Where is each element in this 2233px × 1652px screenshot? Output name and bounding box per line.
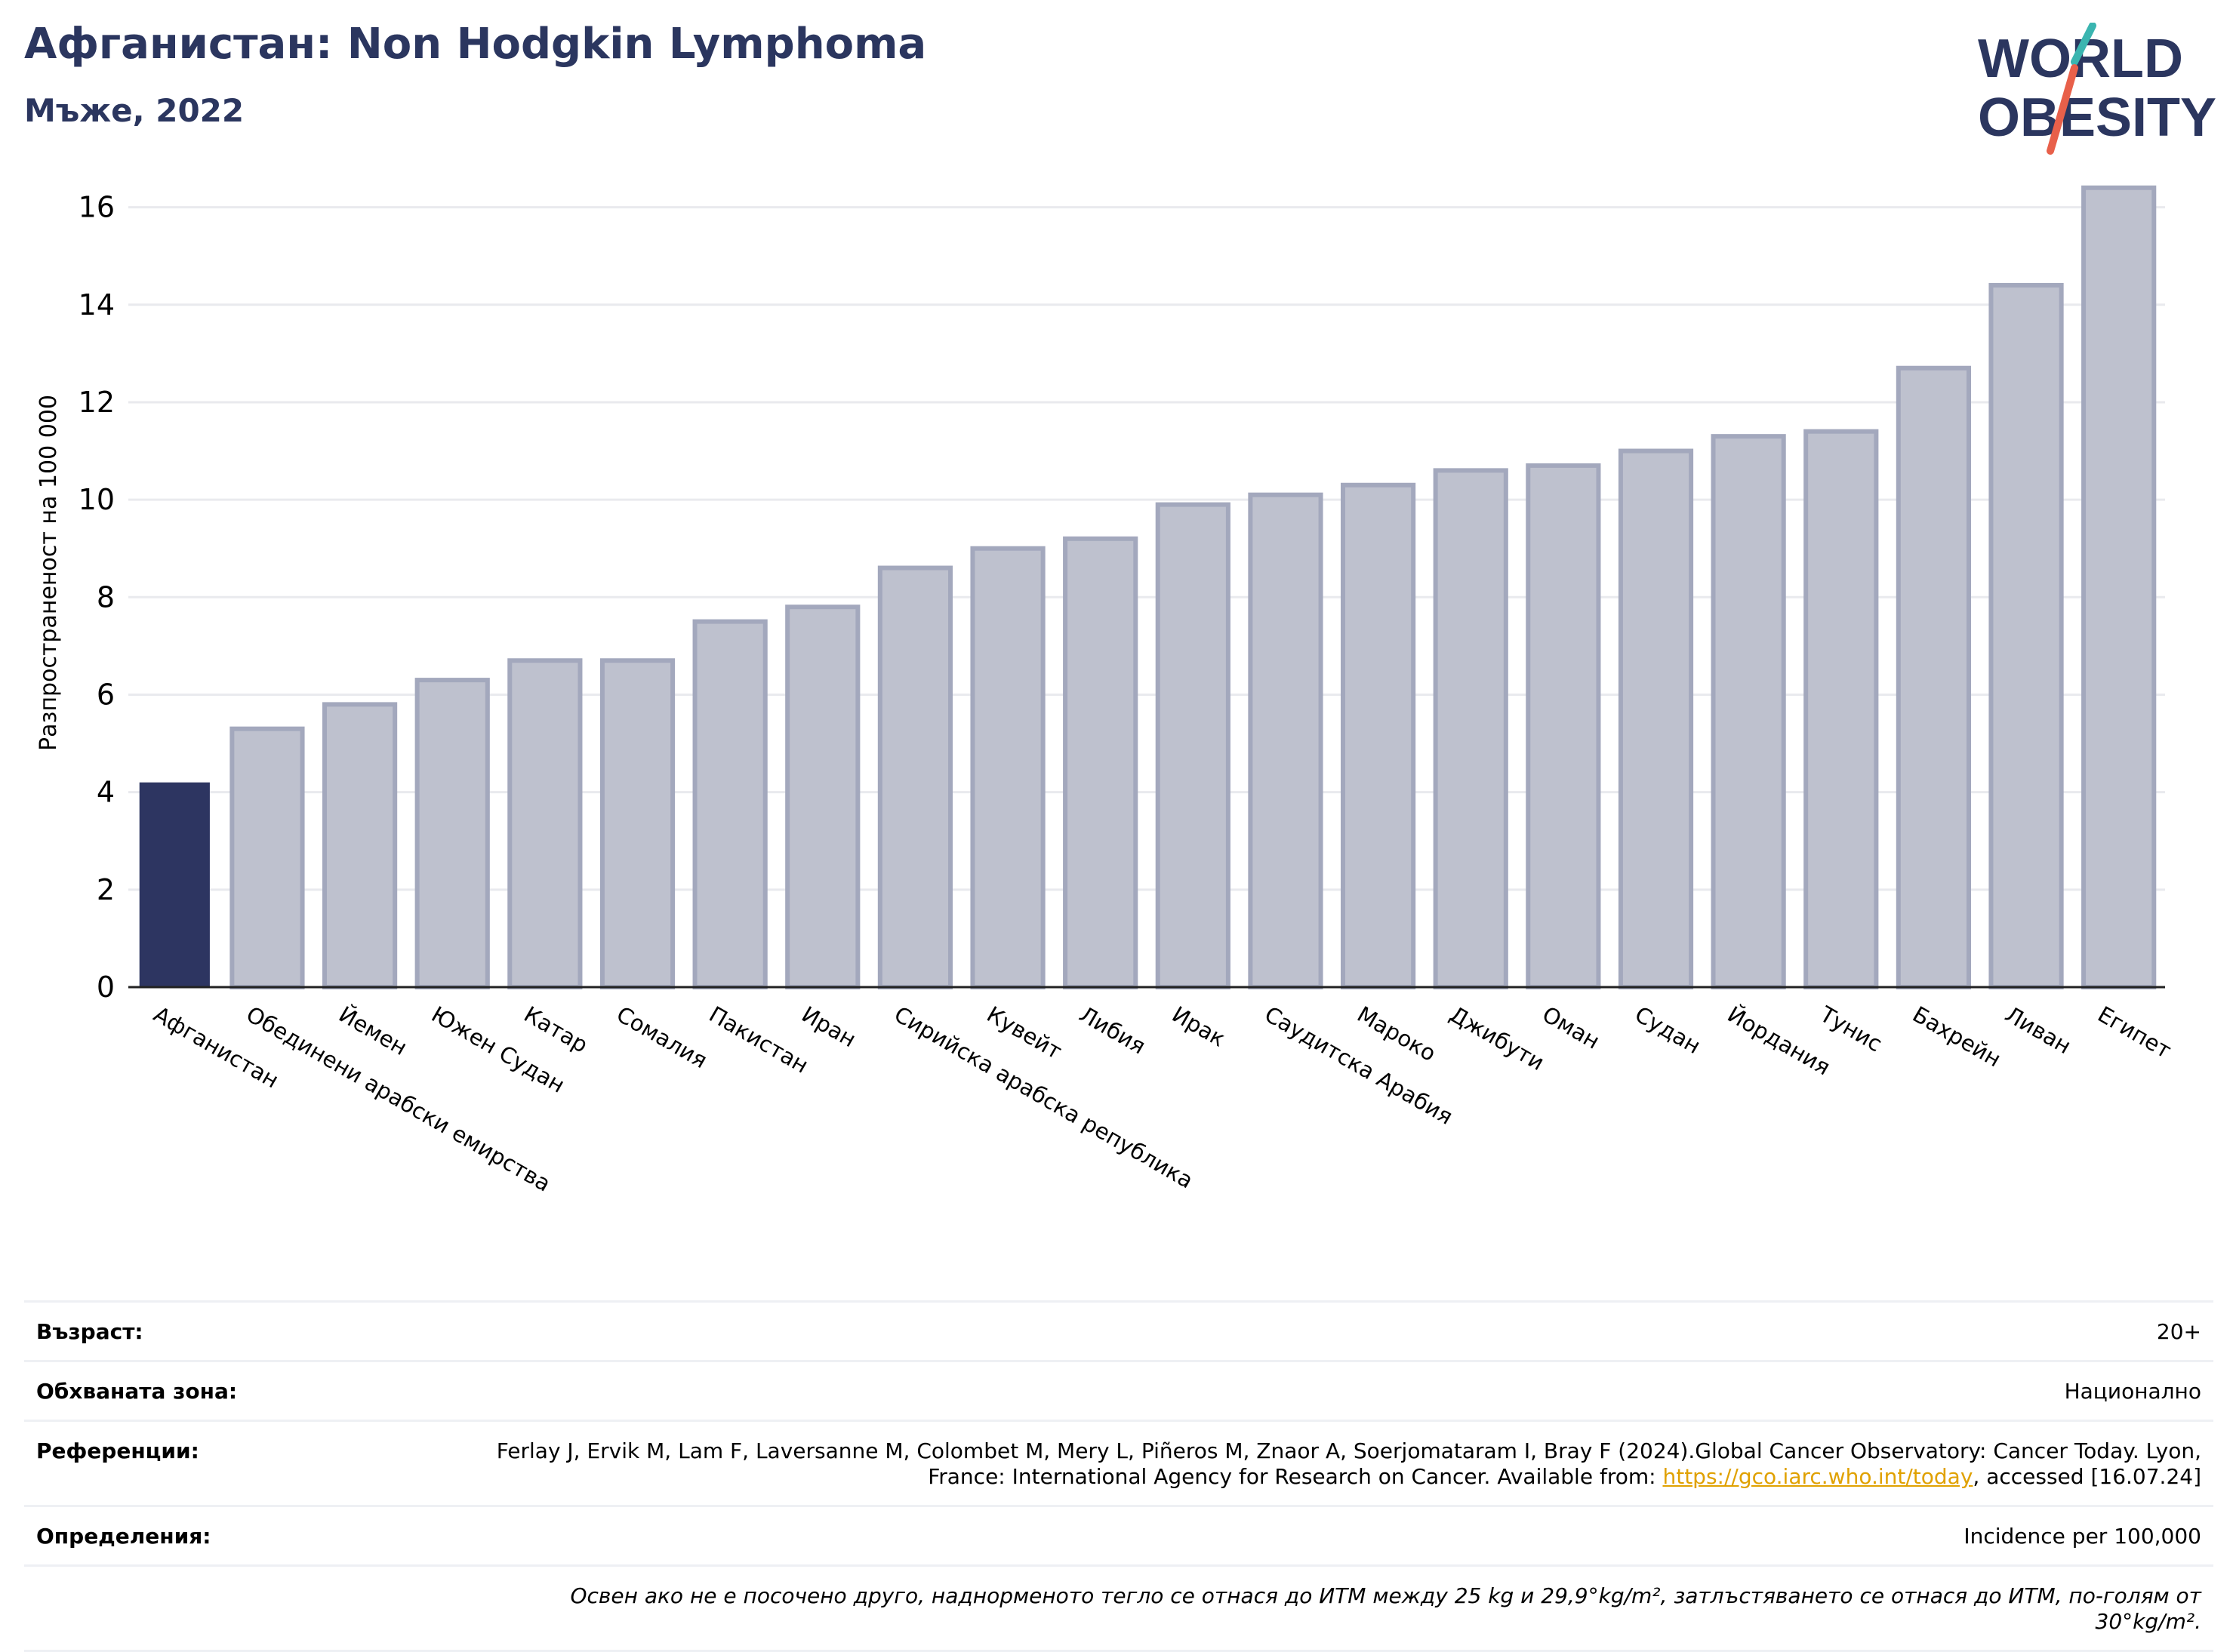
x-tick-label: Ирак — [1168, 1001, 1230, 1052]
bar — [229, 726, 305, 990]
logo-slash-teal — [2071, 23, 2096, 66]
references-label: Референции: — [36, 1438, 199, 1463]
info-row-references: Референции: Ferlay J, Ervik M, Lam F, La… — [24, 1422, 2213, 1507]
references-accessed: , accessed [16.07.24] — [1973, 1464, 2201, 1489]
bar-chart: 0 2 4 6 8 10 12 14 16 Разпространеност на 100 000… — [35, 185, 2176, 1197]
chart-title: Афганистан: Non Hodgkin Lymphoma — [24, 20, 927, 69]
info-table: Възраст: 20+ Обхваната зона: Национално … — [24, 1300, 2213, 1652]
area-value: Национално — [2064, 1379, 2201, 1404]
info-row-definitions: Определения: Incidence per 100,000 — [24, 1507, 2213, 1567]
definitions-label: Определения: — [36, 1524, 211, 1549]
logo-slash-red — [2047, 64, 2078, 155]
bar — [1063, 536, 1138, 989]
footnote: Освен ако не е посочено друго, наднормен… — [570, 1583, 2201, 1634]
y-tick-label: 6 — [97, 678, 115, 711]
logo-word-world: WORLD — [1978, 29, 2183, 89]
y-axis-label: Разпространеност на 100 000 — [35, 395, 62, 751]
chart-subtitle: Мъже, 2022 — [24, 92, 245, 129]
y-tick-label: 10 — [79, 483, 115, 516]
info-row-note: Освен ако не е посочено друго, наднормен… — [24, 1567, 2213, 1652]
bar — [692, 619, 768, 990]
bar — [1618, 448, 1694, 989]
y-tick-label: 12 — [79, 386, 115, 419]
world-obesity-logo: WORLD OBESITY — [1978, 23, 2216, 155]
x-tick-label: Иран — [797, 1001, 861, 1053]
x-tick-label: Бахрейн — [1908, 1001, 2006, 1072]
x-tick-label: Йемен — [334, 1001, 411, 1061]
y-tick-label: 14 — [79, 288, 115, 321]
x-tick-label: Сомалия — [612, 1001, 712, 1074]
y-tick-label: 16 — [79, 191, 115, 224]
bar — [1340, 482, 1416, 989]
bar — [1155, 502, 1230, 989]
bar — [599, 658, 676, 990]
bar — [322, 702, 398, 989]
bar — [1433, 468, 1508, 989]
x-tick-label: Либия — [1075, 1001, 1150, 1060]
bar — [877, 565, 953, 989]
y-tick-label: 0 — [97, 971, 115, 1004]
bar — [970, 546, 1046, 989]
x-tick-label: Оман — [1538, 1001, 1604, 1054]
logo-word-obesity: OBESITY — [1978, 88, 2216, 148]
references-text: Ferlay J, Ervik M, Lam F, Laversanne M, … — [496, 1438, 2201, 1489]
bar — [1896, 365, 1972, 989]
age-label: Възраст: — [36, 1319, 143, 1344]
bar — [414, 678, 490, 989]
age-value: 20+ — [2156, 1319, 2201, 1344]
x-tick-label: Йордания — [1723, 1001, 1835, 1081]
x-tick-label: Пакистан — [705, 1001, 813, 1078]
bar — [507, 658, 583, 990]
bar — [1803, 429, 1879, 989]
bar — [785, 605, 861, 990]
x-tick-label: Ливан — [2001, 1001, 2076, 1060]
y-tick-label: 4 — [97, 776, 115, 809]
x-tick-label: Египет — [2093, 1001, 2176, 1064]
references-link[interactable]: https://gco.iarc.who.int/today — [1662, 1464, 1973, 1489]
x-tick-label: Джибути — [1446, 1001, 1549, 1076]
info-row-age: Възраст: 20+ — [24, 1303, 2213, 1362]
bar — [1526, 463, 1601, 989]
bar — [1248, 492, 1323, 989]
y-tick-label: 8 — [97, 580, 115, 614]
area-label: Обхваната зона: — [36, 1379, 238, 1404]
y-tick-label: 2 — [97, 873, 115, 906]
x-tick-label: Судан — [1631, 1001, 1705, 1060]
x-tick-label: Катар — [519, 1001, 592, 1058]
bar-highlighted — [139, 782, 210, 987]
info-row-area: Обхваната зона: Национално — [24, 1362, 2213, 1422]
definitions-value: Incidence per 100,000 — [1964, 1524, 2201, 1549]
bar — [2081, 185, 2157, 990]
x-tick-label: Тунис — [1815, 1001, 1886, 1057]
bar — [1711, 434, 1786, 989]
references-value: Ferlay J, Ervik M, Lam F, Laversanne M, … — [465, 1438, 2201, 1490]
bar — [1988, 282, 2064, 990]
